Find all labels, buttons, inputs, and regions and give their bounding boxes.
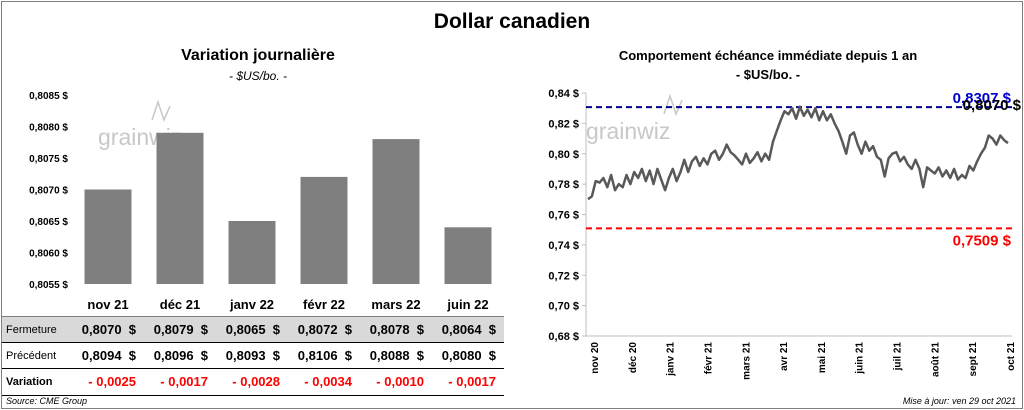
table-cell: - 0,0025 [88, 374, 136, 389]
table-cell: 0,8093 $ [225, 348, 280, 363]
x-tick-label: févr 21 [703, 342, 714, 375]
table-cell: - 0,0034 [304, 374, 352, 389]
table-cell: - 0,0017 [448, 374, 496, 389]
x-tick-label: mars 21 [741, 342, 752, 380]
y-tick-label: 0,80 $ [548, 149, 579, 161]
table-cell: 0,8079 $ [153, 322, 208, 337]
y-tick-label: 0,76 $ [548, 210, 579, 222]
right-chart-title: Comportement échéance immédiate depuis 1… [618, 48, 918, 63]
y-tick-label: 0,8070 $ [29, 186, 68, 197]
bar [300, 176, 348, 284]
row-label: Variation [6, 376, 53, 388]
y-tick-label: 0,8085 $ [29, 91, 68, 102]
data-table: Fermeture 0,8070 $ 0,8079 $ 0,8065 $ 0,8072 … [2, 316, 504, 396]
table-cell: 0,8088 $ [369, 348, 424, 363]
x-category-label: mars 22 [371, 297, 420, 312]
table-cell: 0,8096 $ [153, 348, 208, 363]
x-tick-label: sept 21 [968, 342, 979, 377]
table-row: Fermeture 0,8070 $ 0,8079 $ 0,8065 $ 0,8072 … [2, 316, 504, 343]
x-category-label: janv 22 [229, 297, 274, 312]
table-cell: - 0,0010 [376, 374, 424, 389]
x-tick-label: avr 21 [779, 342, 790, 371]
x-tick-label: juil 21 [893, 342, 904, 372]
table-row: Variation - 0,0025 - 0,0017 - 0,0028 - 0,003… [2, 368, 504, 396]
x-tick-label: oct 21 [1006, 342, 1017, 371]
bar [372, 139, 420, 284]
table-cell: 0,8064 $ [441, 322, 496, 337]
series-line [587, 105, 1009, 201]
y-tick-label: 0,82 $ [548, 118, 579, 130]
table-cell: - 0,0028 [232, 374, 280, 389]
last-value-label: 0,8070 $ [963, 97, 1022, 114]
x-tick-label: juin 21 [855, 342, 866, 375]
table-cell: 0,8065 $ [225, 322, 280, 337]
y-tick-label: 0,8080 $ [29, 123, 68, 134]
x-category-label: juin 22 [446, 297, 488, 312]
table-cell: 0,8094 $ [81, 348, 136, 363]
y-tick-label: 0,78 $ [548, 179, 579, 191]
reference-line-label: 0,8307 $ [953, 90, 1012, 107]
bar [228, 221, 276, 284]
y-tick-label: 0,84 $ [548, 88, 579, 100]
y-tick-label: 0,8060 $ [29, 249, 68, 260]
row-label: Précédent [6, 350, 57, 362]
left-chart-title: Variation journalière [181, 47, 335, 64]
table-cell: 0,8072 $ [297, 322, 352, 337]
source-note: Source: CME Group [6, 396, 88, 406]
bar [84, 189, 132, 284]
y-tick-label: 0,74 $ [548, 240, 579, 252]
update-note: Mise à jour: ven 29 oct 2021 [902, 396, 1016, 406]
table-cell: 0,8106 $ [297, 348, 352, 363]
y-tick-label: 0,70 $ [548, 301, 579, 313]
reference-line-label: 0,7509 $ [953, 232, 1012, 249]
table-cell: 0,8078 $ [369, 322, 424, 337]
table-row: Précédent 0,8094 $ 0,8096 $ 0,8093 $ 0,8106 … [2, 342, 504, 369]
bar [444, 227, 492, 284]
x-tick-label: nov 20 [590, 342, 601, 374]
watermark-text: grainwiz [586, 118, 670, 144]
row-label: Fermeture [6, 324, 57, 336]
bar [156, 132, 204, 284]
watermark-logo-icon [151, 99, 171, 123]
y-tick-label: 0,8065 $ [29, 217, 68, 228]
watermark-logo-icon [663, 93, 683, 117]
y-tick-label: 0,72 $ [548, 270, 579, 282]
x-tick-label: mai 21 [817, 342, 828, 374]
x-category-label: févr 22 [303, 297, 345, 312]
left-chart-unit: - $US/bo. - [228, 69, 288, 83]
line-chart: 0,68 $ 0,70 $ 0,72 $ 0,74 $ 0,76 $ 0,78 $ 0,80… [548, 88, 1022, 380]
y-tick-label: 0,8055 $ [29, 280, 68, 291]
y-tick-label: 0,8075 $ [29, 154, 68, 165]
table-cell: 0,8080 $ [441, 348, 496, 363]
table-cell: - 0,0017 [160, 374, 208, 389]
x-tick-label: août 21 [930, 342, 941, 377]
table-cell: 0,8070 $ [81, 322, 136, 337]
main-title: Dollar canadien [433, 10, 591, 33]
x-tick-label: janv 21 [666, 342, 677, 377]
x-tick-label: déc 20 [628, 342, 639, 374]
x-category-label: déc 21 [160, 297, 200, 312]
right-chart-unit: - $US/bo. - [735, 67, 801, 82]
x-category-label: nov 21 [87, 297, 128, 312]
y-tick-label: 0,68 $ [548, 331, 579, 343]
